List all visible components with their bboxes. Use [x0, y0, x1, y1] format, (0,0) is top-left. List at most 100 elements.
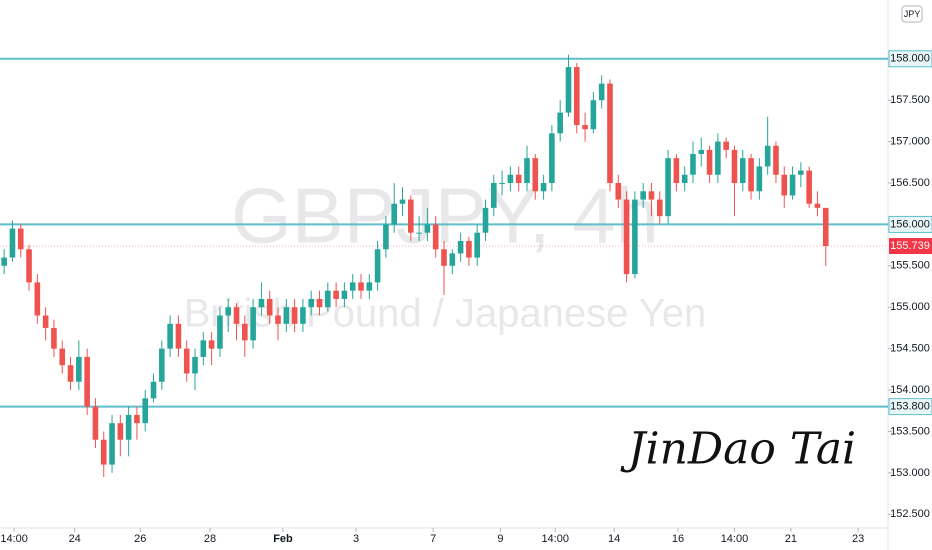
candle-body [59, 348, 66, 366]
candle-body [183, 348, 190, 374]
candle-body [117, 423, 124, 440]
candle-body [316, 298, 323, 308]
candle-body [17, 228, 24, 250]
candle-body [308, 298, 315, 308]
candle-body [233, 307, 240, 324]
y-tick-label: 155.000 [890, 301, 930, 313]
candle-body [640, 191, 646, 200]
candle-body [806, 170, 812, 204]
level-badge [888, 215, 932, 233]
candle-body [524, 158, 530, 184]
level-badge [888, 50, 932, 68]
x-tick-label: 14:00 [721, 533, 749, 545]
candle-body [250, 307, 256, 341]
candle-body [822, 207, 829, 247]
candle-body [399, 199, 406, 204]
candle-body [623, 199, 630, 275]
candle-body [217, 315, 223, 349]
candle-body [374, 249, 381, 283]
candle-body [715, 141, 721, 175]
watermark-title: GBPJPY, 4h [231, 172, 659, 260]
candle-body [690, 154, 696, 175]
x-tick-label: 7 [430, 533, 436, 545]
candle-body [731, 149, 738, 184]
candle-body [773, 145, 779, 175]
signature: JinDao Tai [620, 424, 856, 475]
candle-body [167, 323, 173, 349]
candle-body [333, 290, 339, 299]
y-tick-label: 154.000 [890, 384, 930, 396]
candle-body [51, 327, 57, 349]
level-label: 156.000 [890, 218, 930, 230]
y-tick-label: 157.000 [890, 136, 930, 148]
candle-body [582, 125, 588, 130]
candle-body [573, 67, 580, 126]
x-tick-label: 14:00 [0, 533, 28, 545]
candle-body [258, 298, 265, 308]
x-tick-label: 14 [608, 533, 620, 545]
candle-body [92, 406, 99, 440]
candle-body [208, 340, 215, 349]
y-tick-label: 156.500 [890, 177, 930, 189]
candle-body [441, 249, 447, 266]
level-label: 153.800 [890, 401, 930, 413]
x-tick-label: 14:00 [541, 533, 569, 545]
candle-body [391, 203, 398, 225]
x-tick-label: 24 [69, 533, 81, 545]
candle-body [242, 323, 248, 341]
x-tick-label: Feb [273, 533, 293, 545]
candle-body [789, 174, 796, 196]
candle-body [1, 257, 7, 266]
candle-body [748, 158, 754, 192]
level-badge [888, 398, 932, 416]
currency-label: JPY [904, 9, 921, 19]
currency-badge[interactable] [901, 5, 923, 23]
candle-body [275, 315, 281, 324]
candle-body [673, 158, 680, 184]
candle-body [100, 439, 107, 465]
x-tick-label: 3 [353, 533, 359, 545]
candle-body [507, 174, 514, 184]
x-tick-label: 28 [204, 533, 216, 545]
candle-body [723, 141, 729, 150]
x-tick-label: 21 [785, 533, 797, 545]
candle-body [756, 166, 763, 192]
candle-body [632, 199, 638, 275]
candle-body [424, 224, 431, 233]
candle-body [192, 356, 198, 374]
candle-body [499, 183, 505, 185]
candle-body [349, 282, 356, 291]
candle-body [482, 207, 489, 233]
last-price-label: 155.739 [890, 240, 930, 252]
candle-body [416, 232, 422, 234]
candle-body [706, 149, 713, 175]
candle-body [383, 224, 389, 250]
y-tick-label: 153.500 [890, 425, 930, 437]
x-tick-label: 9 [497, 533, 503, 545]
candle-body [159, 348, 165, 382]
candle-body [76, 356, 82, 382]
candle-body [814, 203, 821, 208]
candle-body [565, 67, 572, 113]
candle-body [84, 356, 90, 407]
y-tick-label: 154.500 [890, 343, 930, 355]
candle-body [557, 112, 563, 134]
candle-body [698, 149, 705, 155]
x-tick-label: 16 [672, 533, 684, 545]
candle-body [549, 133, 555, 184]
x-tick-label: 26 [134, 533, 146, 545]
candle-body [325, 290, 331, 308]
candle-body [532, 158, 539, 192]
y-tick-label: 152.500 [890, 508, 930, 520]
candle-body [283, 307, 290, 324]
candle-body [300, 307, 306, 324]
candle-body [466, 240, 472, 258]
x-tick-label: 23 [852, 533, 864, 545]
last-price-badge [889, 238, 932, 255]
candle-body [266, 298, 273, 316]
watermark-subtitle: British Pound / Japanese Yen [184, 292, 707, 336]
level-label: 158.000 [890, 53, 930, 65]
candle-body [67, 365, 74, 382]
candle-body [200, 340, 207, 357]
